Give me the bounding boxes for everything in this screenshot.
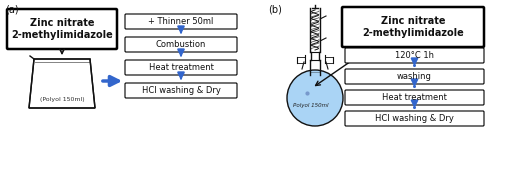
FancyBboxPatch shape — [345, 111, 484, 126]
Text: Combustion: Combustion — [156, 40, 206, 49]
FancyBboxPatch shape — [7, 9, 117, 49]
FancyBboxPatch shape — [345, 90, 484, 105]
Text: HCl washing & Dry: HCl washing & Dry — [142, 86, 220, 95]
FancyBboxPatch shape — [345, 48, 484, 63]
Polygon shape — [29, 59, 95, 108]
Circle shape — [287, 70, 343, 126]
FancyBboxPatch shape — [125, 14, 237, 29]
Text: washing: washing — [397, 72, 432, 81]
Text: HCl washing & Dry: HCl washing & Dry — [375, 114, 454, 123]
Text: + Thinner 50ml: + Thinner 50ml — [148, 17, 213, 26]
Text: Heat treatment: Heat treatment — [382, 93, 447, 102]
Text: Heat treatment: Heat treatment — [149, 63, 213, 72]
Text: (a): (a) — [5, 4, 18, 14]
Text: Zinc nitrate
2-methylimidazole: Zinc nitrate 2-methylimidazole — [11, 18, 113, 40]
FancyBboxPatch shape — [125, 60, 237, 75]
Polygon shape — [29, 86, 95, 108]
Text: (b): (b) — [268, 4, 282, 14]
Text: (Polyol 150ml): (Polyol 150ml) — [40, 97, 84, 102]
FancyBboxPatch shape — [345, 69, 484, 84]
FancyBboxPatch shape — [125, 37, 237, 52]
FancyBboxPatch shape — [342, 7, 484, 47]
FancyBboxPatch shape — [125, 83, 237, 98]
Text: 120°C 1h: 120°C 1h — [395, 51, 434, 60]
Text: Polyol 150ml: Polyol 150ml — [293, 103, 329, 108]
Text: Zinc nitrate
2-methylimidazole: Zinc nitrate 2-methylimidazole — [362, 16, 464, 38]
